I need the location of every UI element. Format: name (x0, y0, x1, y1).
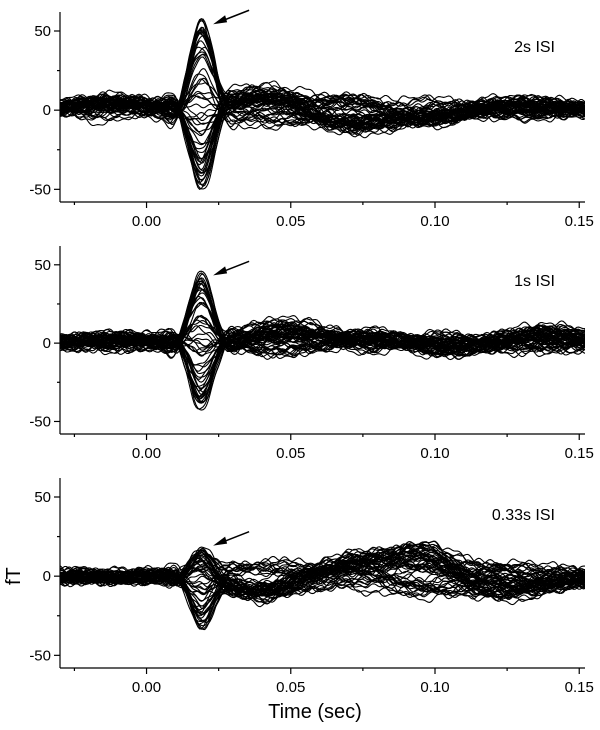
y-tick-label: 0 (43, 568, 51, 585)
isi-label: 0.33s ISI (492, 507, 555, 524)
y-tick-label: -50 (29, 647, 51, 664)
meg-trace (60, 18, 585, 125)
meg-trace (60, 320, 585, 366)
x-tick-label: 0.05 (276, 445, 305, 462)
x-tick-label: 0.05 (276, 213, 305, 230)
meg-trace (60, 546, 585, 608)
x-tick-label: 0.00 (132, 679, 161, 696)
meg-trace (60, 31, 585, 131)
y-tick-label: -50 (29, 181, 51, 198)
y-tick-label: 0 (43, 102, 51, 119)
y-tick-label: 50 (34, 23, 51, 40)
x-tick-label: 0.10 (420, 445, 449, 462)
trace-group (60, 270, 585, 411)
meg-trace (60, 20, 585, 130)
y-tick-label: 50 (34, 489, 51, 506)
x-tick-label: 0.00 (132, 213, 161, 230)
x-tick-label: 0.15 (565, 445, 594, 462)
meg-trace (60, 26, 585, 126)
meg-trace (60, 550, 585, 591)
x-tick-label: 0.10 (420, 679, 449, 696)
y-tick-label: 0 (43, 335, 51, 352)
meg-trace (60, 272, 585, 355)
x-tick-label: 0.00 (132, 445, 161, 462)
peak-arrow-head (213, 15, 228, 25)
meg-trace (60, 273, 585, 345)
y-tick-label: -50 (29, 413, 51, 430)
meg-trace (60, 546, 585, 594)
panel-2: -50 0 50 0.00 0.05 0.10 0.15 1s ISI (29, 246, 594, 462)
x-tick-label: 0.15 (565, 679, 594, 696)
x-tick-label: 0.15 (565, 213, 594, 230)
meg-trace (60, 286, 585, 353)
isi-label: 2s ISI (514, 39, 555, 56)
y-axis-title: fT (3, 567, 25, 585)
meg-trace (60, 18, 585, 133)
isi-label: 1s ISI (514, 273, 555, 290)
panel-3: -50 0 50 0.00 0.05 0.10 0.15 0.33s ISI fT Time (s… (3, 478, 594, 723)
peak-arrow-head (213, 266, 228, 276)
x-axis-title: Time (sec) (268, 701, 362, 723)
peak-arrow-head (213, 536, 228, 546)
meg-trace (60, 280, 585, 359)
x-tick-label: 0.05 (276, 679, 305, 696)
meg-trace (60, 32, 585, 130)
panel-1: -50 0 50 0.00 0.05 0.10 0.15 2s ISI (29, 9, 594, 230)
y-tick-label: 50 (34, 257, 51, 274)
meg-trace (60, 270, 585, 351)
x-tick-label: 0.10 (420, 213, 449, 230)
meg-trace (60, 557, 585, 600)
trace-group (60, 18, 585, 190)
trace-group (60, 540, 585, 631)
meg-trace (60, 554, 585, 598)
meg-trace (60, 283, 585, 354)
meg-trace (60, 90, 585, 131)
